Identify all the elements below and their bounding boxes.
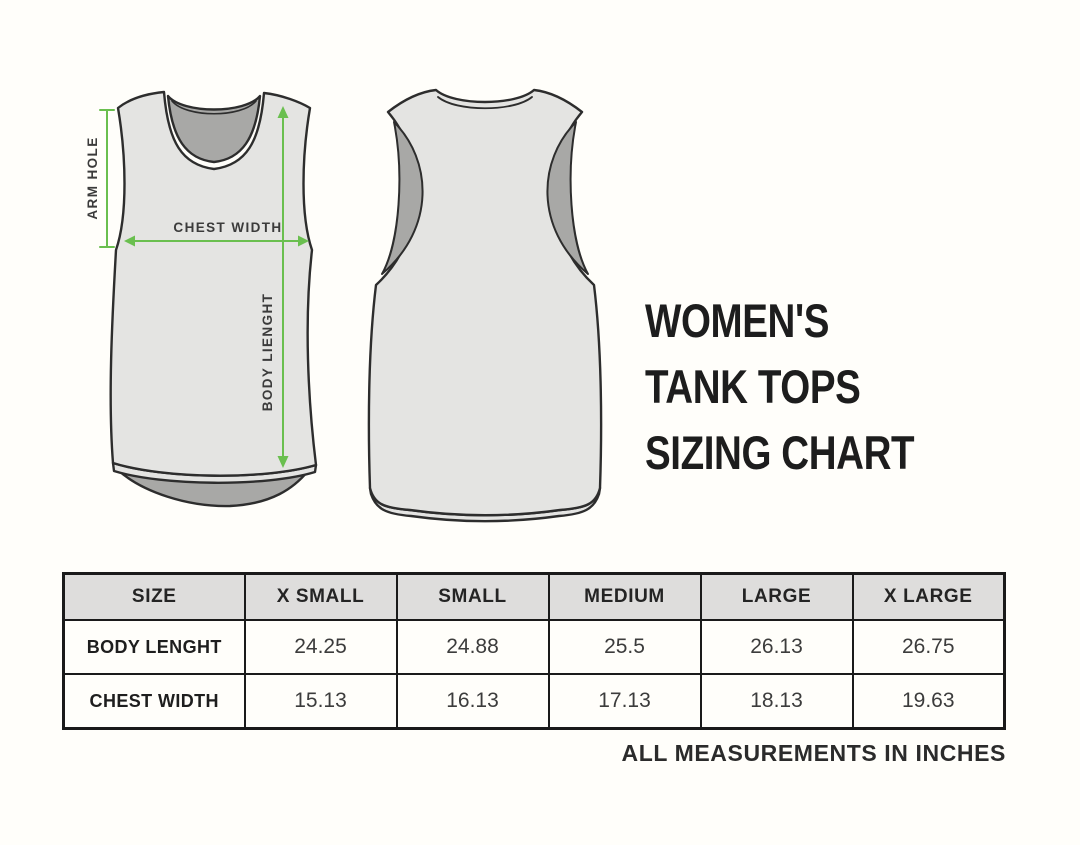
chest-width-label: CHEST WIDTH [173,220,282,235]
front-back-collar-line [171,100,257,115]
sizing-table: SIZE X SMALL SMALL MEDIUM LARGE X LARGE … [62,572,1006,730]
body-length-large: 26.13 [699,619,854,675]
body-length-arrowhead-bottom [277,456,289,468]
body-length-arrowhead-top [277,106,289,118]
back-body-shape [367,88,603,517]
measurement-lines [99,109,302,459]
front-neck-inner-shape [166,94,262,164]
body-length-label: BODY LIENGHT [260,293,275,412]
title-line-3: SIZING CHART [645,426,915,479]
arm-hole-label: ARM HOLE [85,136,100,219]
tank-top-front-illustration [109,90,318,508]
measurement-labels: ARM HOLE CHEST WIDTH BODY LIENGHT [85,136,282,412]
measurements-unit-note: ALL MEASUREMENTS IN INCHES [621,740,1006,766]
body-length-medium: 25.5 [547,619,702,675]
chest-width-xlarge: 19.63 [851,673,1006,730]
table-row-body-length: BODY LENGHT 24.25 24.88 25.5 26.13 26.75 [62,619,1006,675]
body-length-xsmall: 24.25 [243,619,398,675]
column-header-small: SMALL [395,572,550,621]
back-armhole-inner-left [381,121,424,275]
chest-width-small: 16.13 [395,673,550,730]
column-header-size: SIZE [62,572,246,621]
back-neck-trim-line [437,96,533,110]
back-armhole-inner-right [546,121,589,275]
measurement-arrowheads [124,106,309,468]
column-header-xlarge: X LARGE [851,572,1006,621]
row-label-body-length: BODY LENGHT [62,619,246,675]
chest-width-medium: 17.13 [547,673,702,730]
body-length-xlarge: 26.75 [851,619,1006,675]
chest-width-arrowhead-right [298,235,309,247]
row-label-chest-width: CHEST WIDTH [62,673,246,730]
table-row-chest-width: CHEST WIDTH 15.13 16.13 17.13 18.13 19.6… [62,673,1006,730]
page-title: WOMEN'S TANK TOPS SIZING CHART [645,288,973,486]
title-line-1: WOMEN'S [645,294,830,347]
column-header-large: LARGE [699,572,854,621]
column-header-xsmall: X SMALL [243,572,398,621]
table-header-row: SIZE X SMALL SMALL MEDIUM LARGE X LARGE [62,572,1006,621]
front-body-shape [109,90,318,477]
column-header-medium: MEDIUM [547,572,702,621]
chest-width-xsmall: 15.13 [243,673,398,730]
tank-top-diagram: ARM HOLE CHEST WIDTH BODY LIENGHT [85,88,603,523]
chest-width-large: 18.13 [699,673,854,730]
tank-top-back-illustration [367,88,603,523]
title-line-2: TANK TOPS [645,360,861,413]
chest-width-arrowhead-left [124,235,135,247]
body-length-small: 24.88 [395,619,550,675]
